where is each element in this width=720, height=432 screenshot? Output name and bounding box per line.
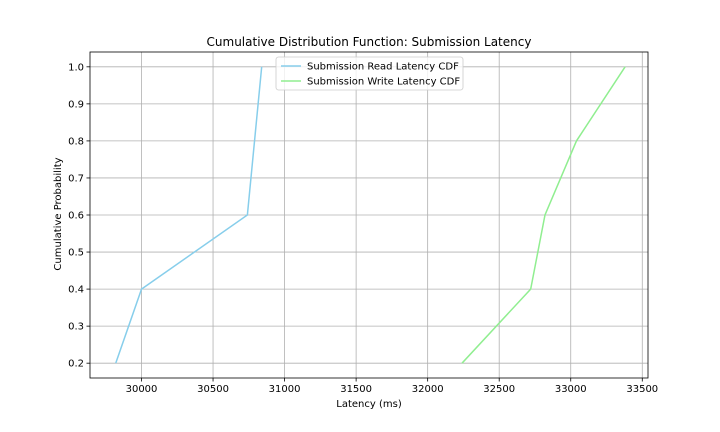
legend-box [275, 56, 464, 91]
y-tick-label: 0.7 [68, 173, 84, 184]
y-tick-label: 1.0 [68, 62, 84, 73]
legend-label: Submission Read Latency CDF [307, 62, 459, 73]
legend-label: Submission Write Latency CDF [307, 77, 460, 88]
x-tick-label: 33000 [555, 384, 587, 395]
chart-title: Cumulative Distribution Function: Submis… [207, 35, 532, 49]
y-tick-label: 0.2 [68, 359, 84, 370]
series-lines [115, 66, 626, 364]
x-tick-label: 30500 [197, 384, 229, 395]
grid-lines [90, 52, 648, 378]
y-tick-label: 0.8 [68, 136, 84, 147]
y-tick-label: 0.4 [68, 285, 84, 296]
x-tick-label: 31500 [340, 384, 372, 395]
series-line-1 [461, 66, 626, 364]
x-tick-label: 30000 [126, 384, 158, 395]
x-tick-label: 33500 [626, 384, 658, 395]
x-tick-label: 32500 [483, 384, 515, 395]
y-tick-label: 0.5 [68, 248, 84, 259]
y-axis-ticks: 0.2 0.3 0.4 0.5 0.6 0.7 0.8 0.9 1.0 [68, 62, 90, 370]
x-axis-ticks: 30000 30500 31000 31500 32000 32500 33000 33500 [126, 378, 658, 395]
plot-frame [89, 51, 649, 379]
legend: Submission Read Latency CDF Submission Wr… [275, 56, 464, 91]
series-line-0 [115, 66, 263, 364]
y-tick-label: 0.6 [68, 211, 84, 222]
y-tick-label: 0.3 [68, 322, 84, 333]
x-tick-label: 31000 [269, 384, 301, 395]
x-axis-label: Latency (ms) [336, 399, 402, 410]
y-axis-label: Cumulative Probability [53, 157, 64, 270]
y-tick-label: 0.9 [68, 99, 84, 110]
x-tick-label: 32000 [412, 384, 444, 395]
